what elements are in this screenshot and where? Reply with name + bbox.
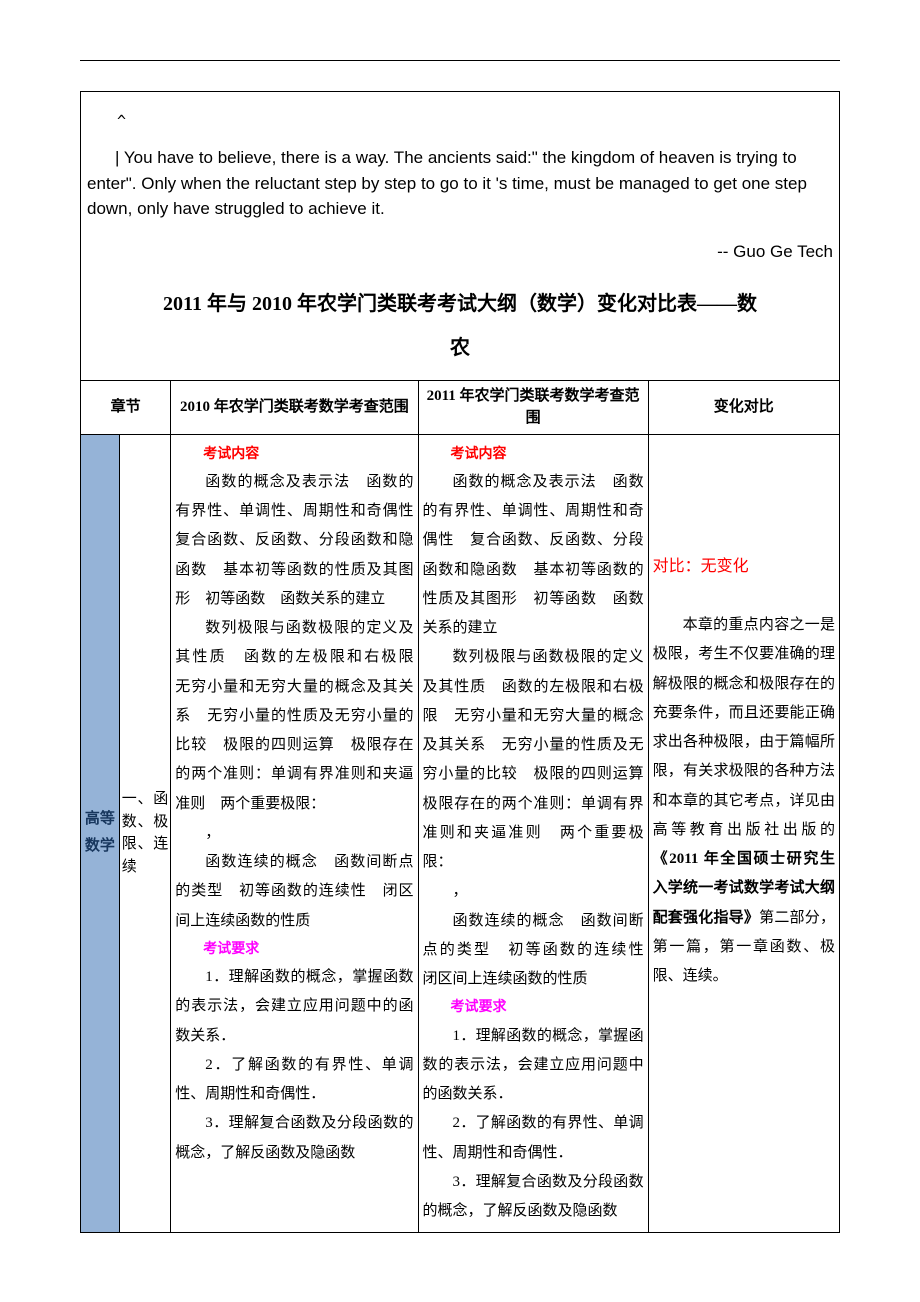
p2011-1: 函数的概念及表示法 函数的有界性、单调性、周期性和奇偶性 复合函数、反函数、分段… [423, 468, 644, 644]
r2011-1: 1．理解函数的概念，掌握函数的表示法，会建立应用问题中的函数关系． [423, 1022, 644, 1110]
page: ^ | You have to believe, there is a way.… [0, 0, 920, 1273]
compare-cell: 对比：无变化 本章的重点内容之一是极限，考生不仅要准确的理解极限的概念和极限存在… [648, 434, 839, 1233]
compare-body: 本章的重点内容之一是极限，考生不仅要准确的理解极限的概念和极限存在的充要条件，而… [653, 611, 835, 991]
doc-title-line2: 农 [87, 326, 833, 370]
p2011-2: 数列极限与函数极限的定义及其性质 函数的左极限和右极限 无穷小量和无穷大量的概念… [423, 643, 644, 877]
doc-title-line1: 2011 年与 2010 年农学门类联考考试大纲（数学）变化对比表——数 [87, 282, 833, 326]
subject-vertical-label: 高等数学 [81, 434, 120, 1233]
intro-box: ^ | You have to believe, there is a way.… [80, 91, 840, 380]
exam-content-heading-2010: 考试内容 [175, 441, 413, 468]
intro-quote: | You have to believe, there is a way. T… [87, 145, 833, 222]
header-compare: 变化对比 [648, 380, 839, 434]
table-header-row: 章节 2010 年农学门类联考数学考查范围 2011 年农学门类联考数学考查范围… [81, 380, 840, 434]
top-rule [80, 60, 840, 61]
r2010-3: 3．理解复合函数及分段函数的概念，了解反函数及隐函数 [175, 1109, 413, 1168]
table-row: 高等数学 一、函数、极限、连续 考试内容 函数的概念及表示法 函数的有界性、单调… [81, 434, 840, 1233]
exam-require-heading-2011: 考试要求 [423, 994, 644, 1021]
header-chapter: 章节 [81, 380, 171, 434]
p2010-2: 数列极限与函数极限的定义及其性质 函数的左极限和右极限 无穷小量和无穷大量的概念… [175, 614, 413, 819]
chapter-cell: 一、函数、极限、连续 [119, 434, 171, 1233]
intro-author: -- Guo Ge Tech [87, 242, 833, 262]
compare-heading: 对比：无变化 [653, 558, 749, 575]
exam-require-heading-2010: 考试要求 [175, 936, 413, 963]
content-2011: 考试内容 函数的概念及表示法 函数的有界性、单调性、周期性和奇偶性 复合函数、反… [418, 434, 648, 1233]
compare-gap [653, 441, 835, 551]
r2010-1: 1．理解函数的概念，掌握函数的表示法，会建立应用问题中的函数关系． [175, 963, 413, 1051]
subject-vertical-text: 高等数学 [85, 811, 115, 854]
p2011-3: ， [423, 877, 644, 906]
exam-content-heading-2011: 考试内容 [423, 441, 644, 468]
r2011-3: 3．理解复合函数及分段函数的概念，了解反函数及隐函数 [423, 1168, 644, 1227]
p2010-1: 函数的概念及表示法 函数的有界性、单调性、周期性和奇偶性 复合函数、反函数、分段… [175, 468, 413, 614]
content-2010: 考试内容 函数的概念及表示法 函数的有界性、单调性、周期性和奇偶性 复合函数、反… [171, 434, 418, 1233]
comparison-table: 章节 2010 年农学门类联考数学考查范围 2011 年农学门类联考数学考查范围… [80, 380, 840, 1234]
r2011-2: 2．了解函数的有界性、单调性、周期性和奇偶性． [423, 1109, 644, 1168]
header-2010: 2010 年农学门类联考数学考查范围 [171, 380, 418, 434]
r2010-2: 2．了解函数的有界性、单调性、周期性和奇偶性． [175, 1051, 413, 1110]
p2011-4: 函数连续的概念 函数间断点的类型 初等函数的连续性 闭区间上连续函数的性质 [423, 907, 644, 995]
p2010-3: ， [175, 819, 413, 848]
caret-symbol: ^ [87, 112, 833, 130]
compare-body-pre: 本章的重点内容之一是极限，考生不仅要准确的理解极限的概念和极限存在的充要条件，而… [653, 617, 835, 838]
p2010-4: 函数连续的概念 函数间断点的类型 初等函数的连续性 闭区间上连续函数的性质 [175, 848, 413, 936]
header-2011: 2011 年农学门类联考数学考查范围 [418, 380, 648, 434]
